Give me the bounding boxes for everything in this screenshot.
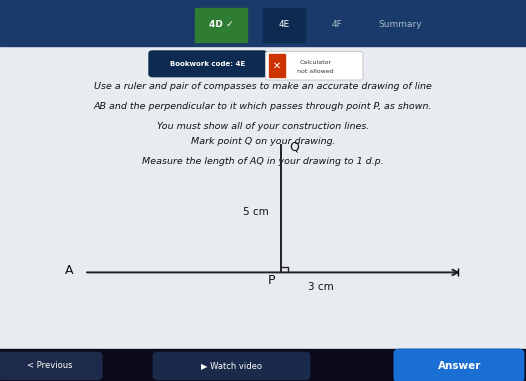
FancyBboxPatch shape bbox=[153, 352, 310, 380]
Text: Answer: Answer bbox=[438, 361, 481, 371]
Bar bbox=[0, 0, 526, 46]
Text: P: P bbox=[268, 274, 275, 287]
Text: ✕: ✕ bbox=[273, 61, 281, 71]
Bar bbox=[195, 8, 247, 42]
Bar bbox=[269, 54, 285, 77]
Text: A: A bbox=[65, 264, 74, 277]
Bar bbox=[263, 8, 305, 42]
Text: Calculator: Calculator bbox=[299, 60, 332, 66]
Text: Use a ruler and pair of compasses to make an accurate drawing of line: Use a ruler and pair of compasses to mak… bbox=[94, 82, 432, 91]
Text: < Previous: < Previous bbox=[27, 361, 73, 370]
Text: Q: Q bbox=[289, 140, 299, 153]
Text: 4D ✓: 4D ✓ bbox=[209, 19, 233, 29]
FancyBboxPatch shape bbox=[0, 0, 526, 351]
FancyBboxPatch shape bbox=[393, 349, 524, 381]
Text: ▶ Watch video: ▶ Watch video bbox=[201, 361, 262, 370]
Text: 3 cm: 3 cm bbox=[308, 282, 333, 292]
Text: Mark point Q on your drawing.: Mark point Q on your drawing. bbox=[191, 137, 335, 146]
Text: not allowed: not allowed bbox=[297, 69, 334, 74]
Text: 5 cm: 5 cm bbox=[242, 207, 268, 218]
Text: Summary: Summary bbox=[378, 19, 421, 29]
Text: AB and the perpendicular to it which passes through point P, as shown.: AB and the perpendicular to it which pas… bbox=[94, 102, 432, 111]
FancyBboxPatch shape bbox=[0, 352, 103, 380]
Text: You must show all of your construction lines.: You must show all of your construction l… bbox=[157, 122, 369, 131]
Text: 4E: 4E bbox=[278, 19, 290, 29]
FancyBboxPatch shape bbox=[266, 51, 363, 80]
Text: Bookwork code: 4E: Bookwork code: 4E bbox=[170, 61, 246, 67]
Text: Measure the length of AQ in your drawing to 1 d.p.: Measure the length of AQ in your drawing… bbox=[142, 157, 384, 166]
Text: 4F: 4F bbox=[331, 19, 342, 29]
Bar bbox=[0, 349, 526, 381]
FancyBboxPatch shape bbox=[148, 50, 267, 77]
